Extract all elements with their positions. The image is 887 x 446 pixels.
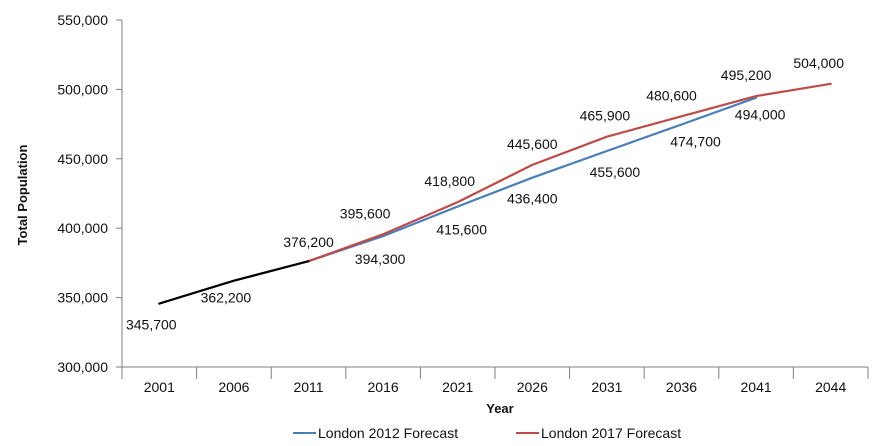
- series-line: [307, 96, 758, 263]
- y-tick-label: 300,000: [57, 359, 108, 375]
- data-label: 504,000: [793, 55, 844, 71]
- series-lines: [158, 82, 832, 305]
- data-label: 495,200: [721, 67, 772, 83]
- y-tick-label: 500,000: [57, 81, 108, 97]
- x-tick-label: 2026: [517, 379, 548, 395]
- data-label: 445,600: [507, 136, 558, 152]
- x-tick-label: 2001: [144, 379, 175, 395]
- legend-label-2017: London 2017 Forecast: [541, 425, 681, 441]
- data-labels: 345,700 362,200 376,200 394,300 415,600 436,4…: [126, 55, 844, 333]
- y-axis-title: Total Population: [15, 145, 30, 246]
- data-label: 480,600: [646, 87, 697, 103]
- data-label: 465,900: [580, 108, 631, 124]
- legend: London 2012 Forecast London 2017 Forecas…: [293, 425, 681, 441]
- legend-label-2012: London 2012 Forecast: [318, 425, 458, 441]
- x-tick-label: 2031: [591, 379, 622, 395]
- x-tick-label: 2044: [815, 379, 846, 395]
- series-line: [307, 82, 832, 263]
- x-axis-title: Year: [486, 401, 513, 416]
- data-label: 376,200: [283, 234, 334, 250]
- x-tick-label: 2041: [741, 379, 772, 395]
- axes: 300,000 350,000 400,000 450,000 500,000 550,0…: [57, 12, 869, 395]
- y-tick-label: 450,000: [57, 151, 108, 167]
- x-tick-label: 2021: [442, 379, 473, 395]
- y-tick-label: 350,000: [57, 290, 108, 306]
- data-label: 395,600: [340, 205, 391, 221]
- x-tick-label: 2036: [666, 379, 697, 395]
- data-label: 474,700: [670, 134, 721, 150]
- x-tick-label: 2011: [293, 379, 323, 395]
- data-label: 415,600: [436, 222, 487, 238]
- data-label: 494,000: [735, 107, 786, 123]
- data-label: 418,800: [424, 173, 475, 189]
- data-label: 362,200: [201, 290, 252, 306]
- x-tick-label: 2006: [218, 379, 249, 395]
- series-line: [158, 260, 310, 305]
- data-label: 455,600: [590, 164, 641, 180]
- y-tick-label: 550,000: [57, 12, 108, 28]
- data-label: 394,300: [355, 251, 406, 267]
- data-label: 345,700: [126, 317, 177, 333]
- x-tick-label: 2016: [368, 379, 399, 395]
- y-tick-label: 400,000: [57, 220, 108, 236]
- data-label: 436,400: [507, 191, 558, 207]
